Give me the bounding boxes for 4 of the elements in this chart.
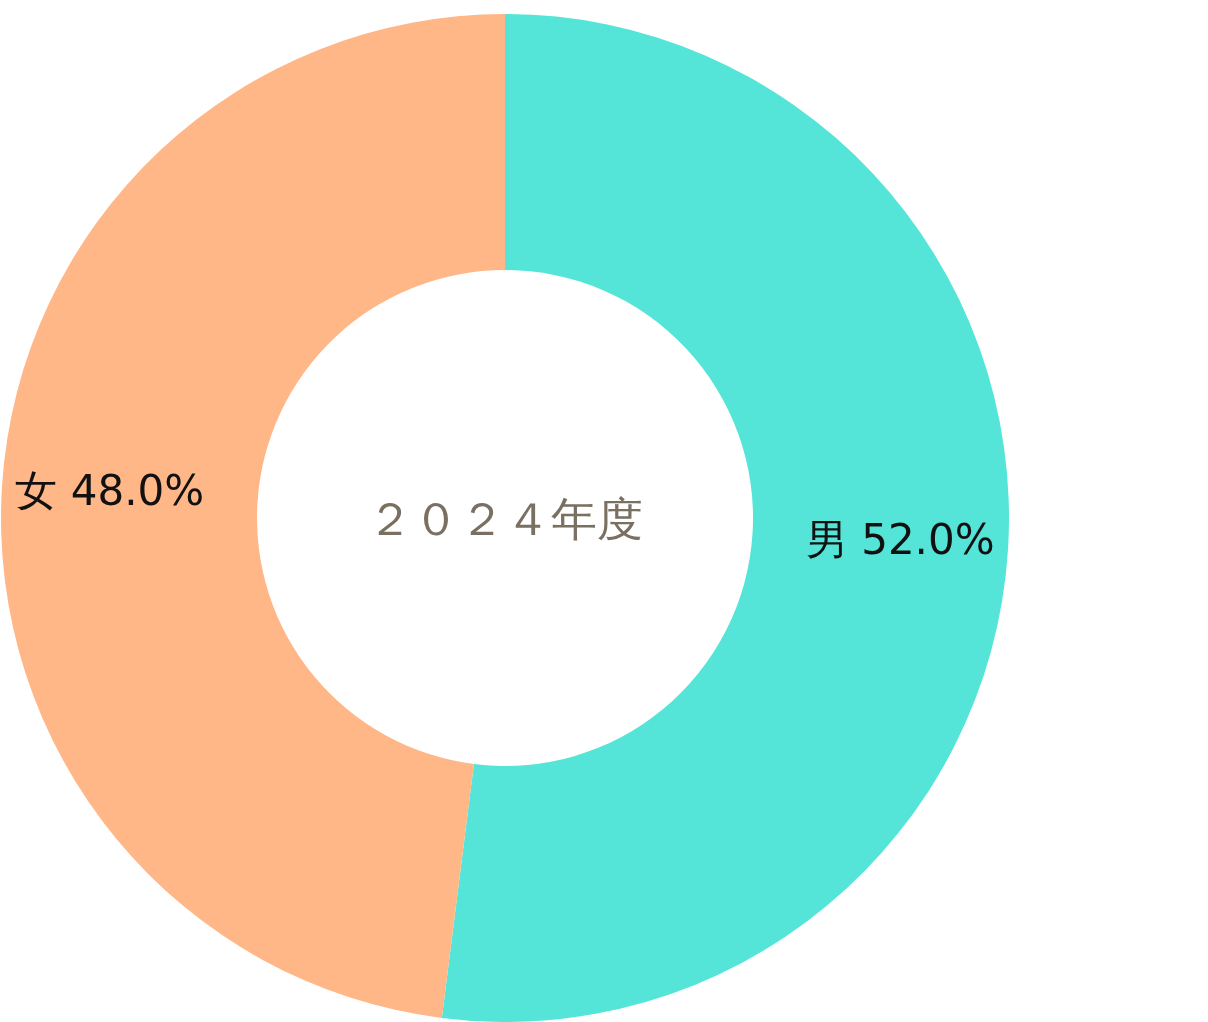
donut-slice bbox=[1, 14, 505, 1019]
slice-label: 男 52.0% bbox=[805, 515, 995, 565]
slice-label: 女 48.0% bbox=[15, 465, 205, 515]
text: ２０２４年度 bbox=[367, 491, 643, 546]
